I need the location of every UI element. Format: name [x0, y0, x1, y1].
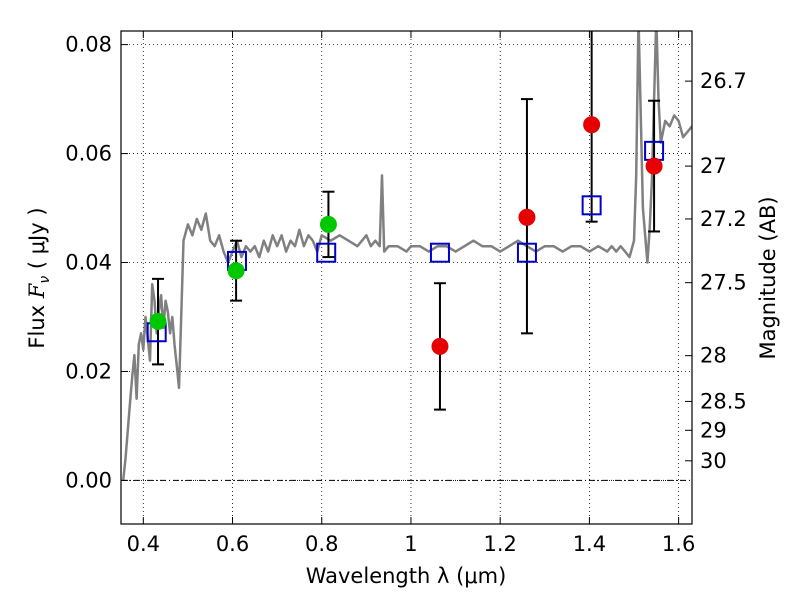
data-point-square	[429, 242, 450, 263]
model-spectrum-line	[121, 31, 692, 481]
data-point-circle	[518, 208, 536, 226]
x-tick-label: 0.4	[127, 532, 160, 556]
x-tick-label: 1	[404, 532, 417, 556]
plot-area	[121, 31, 692, 481]
y2-tick-label: 28.5	[700, 389, 747, 413]
y2-tick-label: 27.5	[700, 271, 747, 295]
y-tick-label: 0.02	[65, 359, 112, 383]
y-axis-label: Flux Fν ( μJy )	[25, 207, 53, 348]
data-point-circle	[319, 215, 337, 233]
x-tick-label: 1.2	[483, 532, 516, 556]
data-point-square	[316, 242, 337, 263]
y-axis-label-symbol: F	[25, 282, 49, 299]
y2-tick-label: 26.7	[700, 69, 747, 93]
plot-frame	[120, 30, 693, 525]
y2-tick-label: 28	[700, 344, 727, 368]
y-tick-label: 0.00	[65, 468, 112, 492]
y2-axis-label: Magnitude (AB)	[756, 196, 780, 359]
data-point-circle	[583, 116, 601, 134]
y-axis-label-subscript: ν	[37, 276, 53, 284]
y-axis-label-text: Flux	[25, 298, 49, 348]
y-tick-label: 0.06	[65, 142, 112, 166]
data-point-square	[516, 242, 537, 263]
y-tick-label: 0.08	[65, 33, 112, 57]
x-axis-ticks: 0.4 0.6 0.8 1 1.2 1.4 1.6	[127, 31, 695, 556]
y-tick-label: 0.04	[65, 251, 112, 275]
y2-axis-ticks: 26.7 27 27.2 27.5 28 28.5 29 30	[685, 69, 747, 473]
data-point-circle	[227, 262, 245, 280]
data-point-square	[581, 195, 602, 216]
y2-tick-label: 30	[700, 449, 727, 473]
y-axis-label-unit: ( μJy )	[25, 207, 49, 275]
x-tick-label: 0.6	[216, 532, 249, 556]
x-tick-label: 0.8	[305, 532, 338, 556]
data-markers	[146, 31, 665, 411]
y2-tick-label: 29	[700, 418, 727, 442]
y2-tick-label: 27.2	[700, 207, 747, 231]
x-axis-label: Wavelength λ (μm)	[306, 564, 507, 588]
data-point-circle	[149, 312, 167, 330]
y2-tick-label: 27	[700, 154, 727, 178]
data-point-circle	[431, 337, 449, 355]
x-tick-label: 1.6	[662, 532, 695, 556]
data-point-circle	[645, 157, 663, 175]
x-tick-label: 1.4	[573, 532, 606, 556]
y-axis-ticks: 0.00 0.02 0.04 0.06 0.08	[65, 33, 128, 492]
